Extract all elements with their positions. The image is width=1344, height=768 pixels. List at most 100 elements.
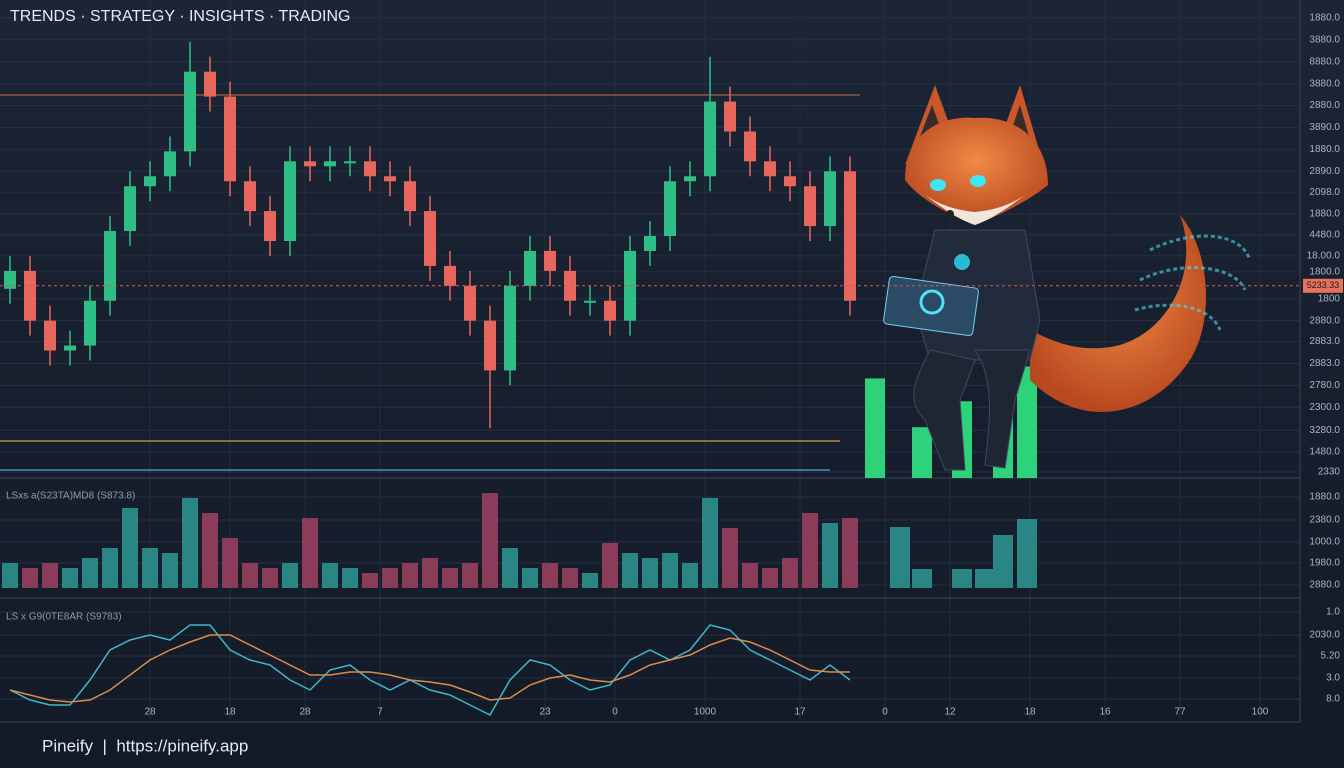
volume-bar	[952, 569, 972, 588]
candle-body	[164, 151, 176, 177]
signal-bar	[865, 378, 885, 478]
candle-body	[724, 101, 736, 132]
volume-bar	[242, 563, 258, 588]
y-tick-label: 1880.0	[1309, 209, 1340, 220]
y-tick-label: 8880.0	[1309, 56, 1340, 67]
volume-bar	[22, 568, 38, 588]
signal-bar	[1017, 366, 1037, 478]
y-tick-label: 4480.0	[1309, 230, 1340, 241]
volume-bar	[82, 558, 98, 588]
volume-bar	[142, 548, 158, 588]
candle-body	[664, 181, 676, 237]
x-tick-label: 23	[539, 707, 551, 718]
x-tick-label: 77	[1174, 707, 1186, 718]
volume-bar	[182, 498, 198, 588]
volume-bar	[122, 508, 138, 588]
x-tick-label: 0	[612, 707, 618, 718]
candle-body	[44, 320, 56, 351]
candle-body	[304, 161, 316, 167]
oscillator-line	[9, 624, 851, 716]
volume-bar	[202, 513, 218, 588]
candle-body	[684, 176, 696, 182]
volume-bar	[282, 563, 298, 588]
last-price-box	[1303, 278, 1343, 293]
y-tick-label: 2780.0	[1309, 380, 1340, 391]
candle-body	[84, 300, 96, 346]
pane-title: LS x G9(0TE8AR (S9783)	[6, 612, 122, 623]
footer: Pineify | https://pineify.app	[42, 736, 248, 755]
x-tick-label: 17	[794, 707, 806, 718]
volume-bar	[822, 523, 838, 588]
volume-bar	[482, 493, 498, 588]
candle-body	[24, 270, 36, 321]
y-tick-label: 2880.0	[1309, 100, 1340, 111]
marks	[2, 41, 1037, 716]
candle-body	[644, 236, 656, 251]
y-tick-label: 1800	[1318, 293, 1341, 304]
volume-bar	[762, 568, 778, 588]
fox-illustration	[883, 85, 1252, 471]
candle-body	[784, 176, 796, 187]
volume-bar	[582, 573, 598, 588]
candle-body	[184, 71, 196, 152]
volume-bar	[842, 518, 858, 588]
y-tick-label: 1.0	[1326, 607, 1340, 618]
y-tick-label: 1480.0	[1309, 447, 1340, 458]
candle-body	[504, 285, 516, 371]
x-tick-label: 28	[144, 707, 156, 718]
candle-body	[744, 131, 756, 162]
volume-bar	[602, 543, 618, 588]
volume-bar	[102, 548, 118, 588]
volume-bar	[522, 568, 538, 588]
oscillator-line	[9, 634, 850, 703]
y-tick-label: 3880.0	[1309, 34, 1340, 45]
volume-bar	[1017, 519, 1037, 588]
candle-body	[4, 270, 16, 289]
volume-bar	[62, 568, 78, 588]
volume-bar	[502, 548, 518, 588]
candle-body	[244, 181, 256, 212]
candle-body	[764, 161, 776, 177]
y-tick-label: 2098.0	[1309, 187, 1340, 198]
volume-bar	[622, 553, 638, 588]
volume-bar	[262, 568, 278, 588]
candle-body	[264, 211, 276, 241]
volume-bar	[362, 573, 378, 588]
candle-body	[224, 96, 236, 182]
candle-body	[824, 171, 836, 227]
volume-bar	[442, 568, 458, 588]
candle-body	[704, 101, 716, 177]
volume-bar	[322, 563, 338, 588]
y-tick-label: 3880.0	[1309, 78, 1340, 89]
candle-body	[384, 176, 396, 182]
candle-body	[204, 71, 216, 97]
last-price-label: 5233.33	[1307, 280, 1340, 290]
volume-bar	[742, 563, 758, 588]
volume-bar	[975, 569, 995, 588]
volume-bar	[302, 518, 318, 588]
x-tick-label: 18	[224, 707, 236, 718]
y-tick-label: 2330	[1318, 467, 1341, 478]
y-tick-label: 1880.0	[1309, 13, 1340, 24]
x-tick-label: 28	[299, 707, 311, 718]
signal-bar	[912, 427, 932, 478]
y-tick-label: 3280.0	[1309, 425, 1340, 436]
pane-title: LSxs a(S23TA)MD8 (S873.8)	[6, 491, 135, 502]
y-tick-label: 1880.0	[1309, 144, 1340, 155]
x-tick-label: 12	[944, 707, 956, 718]
y-tick-label: 8.0	[1326, 694, 1340, 705]
candle-body	[284, 161, 296, 241]
candle-body	[524, 250, 536, 286]
volume-bar	[802, 513, 818, 588]
volume-bar	[382, 568, 398, 588]
candle-body	[844, 171, 856, 301]
volume-bar	[912, 569, 932, 588]
candle-body	[124, 186, 136, 232]
x-tick-label: 100	[1252, 707, 1269, 718]
candle-body	[484, 320, 496, 371]
y-tick-label: 1880.0	[1309, 492, 1340, 503]
candle-body	[544, 250, 556, 271]
candle-body	[104, 231, 116, 301]
chart-title: TRENDS · STRATEGY · INSIGHTS · TRADING	[10, 8, 350, 25]
